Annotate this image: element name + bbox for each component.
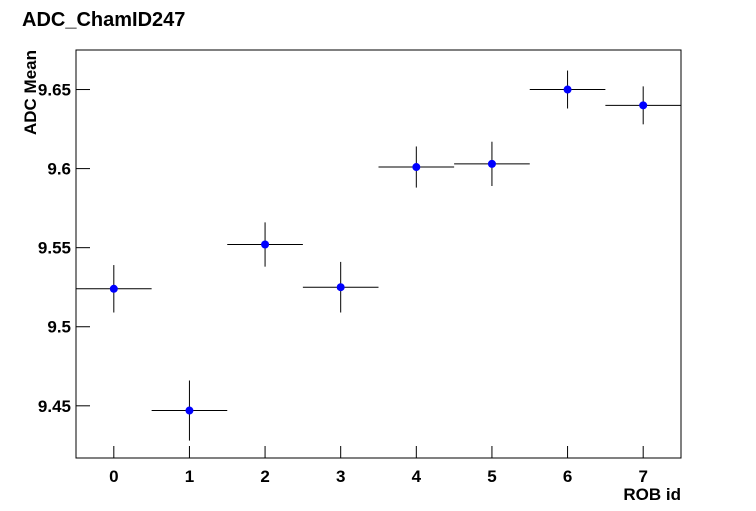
data-point xyxy=(109,284,118,293)
plot-frame xyxy=(75,49,682,459)
x-tick-label: 0 xyxy=(109,467,118,486)
chart-title: ADC_ChamID247 xyxy=(22,9,185,31)
y-tick-label: 9.55 xyxy=(38,239,71,258)
x-axis-label: ROB id xyxy=(623,485,681,504)
y-axis-label: ADC Mean xyxy=(21,50,40,135)
y-tick-label: 9.65 xyxy=(38,81,71,100)
data-point xyxy=(185,406,194,415)
data-point xyxy=(336,283,345,292)
y-tick-label: 9.5 xyxy=(47,318,71,337)
x-tick-label: 5 xyxy=(487,467,496,486)
y-tick-label: 9.45 xyxy=(38,397,71,416)
x-tick-label: 6 xyxy=(563,467,572,486)
x-tick-label: 4 xyxy=(412,467,422,486)
data-point xyxy=(412,163,421,172)
x-tick-label: 2 xyxy=(260,467,269,486)
data-point xyxy=(639,101,648,110)
y-tick-label: 9.6 xyxy=(47,160,71,179)
x-tick-label: 7 xyxy=(638,467,647,486)
data-point xyxy=(487,159,496,168)
data-point xyxy=(261,240,270,249)
x-tick-label: 1 xyxy=(185,467,194,486)
data-point xyxy=(563,85,572,94)
x-tick-label: 3 xyxy=(336,467,345,486)
